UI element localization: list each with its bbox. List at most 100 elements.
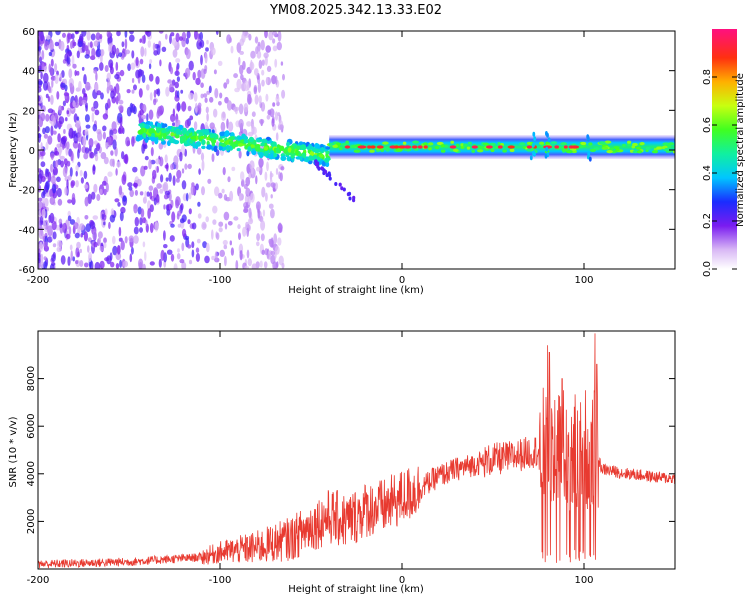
- noise-blob: [50, 175, 57, 184]
- noise-blob: [100, 152, 107, 160]
- noise-blob: [129, 34, 135, 42]
- noise-blob: [277, 222, 283, 233]
- track-blob: [201, 139, 205, 145]
- noise-blob: [42, 219, 47, 230]
- y-tick-label: 2000: [26, 509, 37, 534]
- band-blob: [635, 146, 642, 150]
- noise-blob: [40, 176, 46, 183]
- noise-blob: [119, 116, 123, 127]
- noise-blob: [92, 215, 99, 220]
- track-blob: [167, 126, 172, 130]
- noise-blob: [91, 112, 95, 123]
- noise-blob: [239, 50, 245, 55]
- noise-blob: [80, 177, 84, 184]
- noise-blob: [205, 47, 209, 52]
- noise-blob: [244, 80, 249, 92]
- x-tick-label: 0: [399, 275, 405, 286]
- noise-blob: [261, 79, 265, 87]
- noise-blob: [112, 235, 116, 245]
- noise-blob: [83, 170, 88, 180]
- noise-blob: [100, 92, 104, 100]
- noise-blob: [193, 121, 198, 131]
- noise-blob: [243, 103, 249, 113]
- noise-blob: [102, 125, 107, 132]
- noise-blob: [103, 188, 107, 196]
- noise-blob: [204, 255, 210, 264]
- noise-blob: [152, 169, 157, 180]
- track-blob: [138, 123, 143, 127]
- noise-blob: [141, 114, 147, 120]
- noise-blob: [141, 35, 146, 44]
- noise-blob: [219, 249, 225, 257]
- noise-blob: [269, 239, 273, 247]
- noise-blob: [56, 176, 61, 183]
- noise-blob: [60, 136, 67, 145]
- noise-blob: [144, 155, 149, 161]
- noise-blob: [168, 172, 172, 182]
- noise-blob: [69, 244, 73, 251]
- peak-blob: [497, 145, 503, 149]
- noise-blob: [181, 242, 185, 252]
- noise-blob: [201, 186, 205, 196]
- noise-blob: [255, 241, 260, 247]
- noise-blob: [43, 241, 48, 249]
- noise-blob: [181, 261, 187, 269]
- noise-blob: [85, 81, 91, 91]
- noise-blob: [224, 223, 228, 230]
- track-blob: [325, 173, 329, 178]
- noise-blob: [89, 221, 96, 230]
- track-blob: [218, 146, 223, 151]
- noise-blob: [44, 126, 50, 134]
- track-blob: [314, 148, 320, 154]
- noise-blob: [195, 252, 200, 262]
- noise-blob: [54, 74, 59, 85]
- noise-blob: [223, 244, 228, 250]
- noise-blob: [47, 225, 53, 237]
- y-tick-label: 20: [22, 106, 35, 117]
- noise-blob: [139, 109, 144, 116]
- noise-blob: [163, 244, 168, 249]
- noise-blob: [38, 229, 44, 240]
- noise-blob: [84, 114, 90, 123]
- noise-blob: [242, 226, 247, 237]
- noise-blob: [181, 214, 187, 223]
- noise-blob: [70, 150, 74, 162]
- track-blob: [148, 128, 155, 135]
- noise-blob: [118, 105, 124, 111]
- noise-blob: [197, 102, 202, 108]
- noise-blob: [149, 59, 153, 64]
- noise-blob: [259, 118, 265, 125]
- band-blob: [467, 141, 472, 145]
- noise-blob: [96, 143, 101, 151]
- track-blob: [198, 132, 204, 137]
- noise-blob: [127, 63, 131, 71]
- noise-blob: [133, 203, 138, 214]
- noise-blob: [223, 211, 230, 221]
- noise-blob: [79, 248, 83, 254]
- noise-blob: [130, 62, 136, 70]
- band-blob: [606, 150, 613, 154]
- noise-blob: [249, 160, 255, 171]
- band-blob: [632, 142, 638, 147]
- noise-blob: [131, 50, 135, 59]
- noise-blob: [130, 247, 134, 255]
- track-blob: [280, 155, 287, 161]
- spectrogram-x-ticks: -200 -100 0 100: [27, 31, 594, 286]
- noise-blob: [245, 187, 251, 197]
- noise-blob: [103, 237, 107, 244]
- noise-blob: [141, 143, 145, 154]
- noise-blob: [279, 172, 283, 182]
- noise-blob: [126, 106, 132, 117]
- noise-blob: [179, 36, 183, 41]
- noise-blob: [200, 39, 205, 49]
- noise-blob: [191, 249, 195, 258]
- noise-blob: [50, 125, 54, 136]
- peak-blob: [411, 145, 418, 149]
- noise-blob: [82, 88, 86, 95]
- track-blob: [228, 145, 233, 150]
- y-tick-label: 6000: [26, 413, 37, 438]
- noise-blob: [214, 88, 219, 99]
- noise-blob: [83, 184, 89, 190]
- band-blob: [622, 143, 626, 147]
- noise-blob: [38, 252, 41, 264]
